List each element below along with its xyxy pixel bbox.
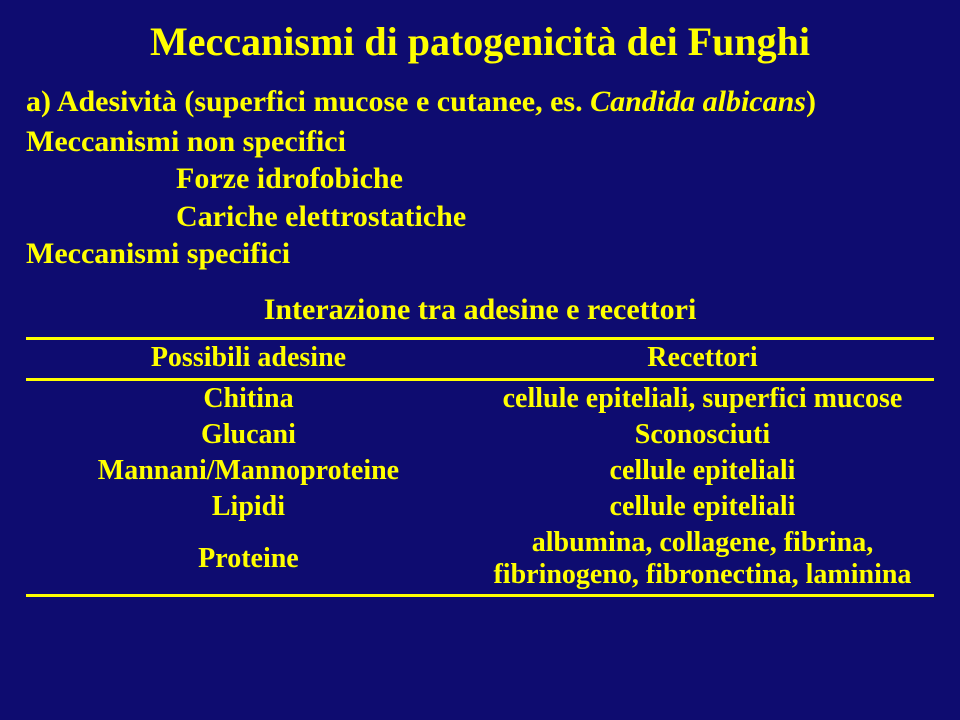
table-row: Proteine albumina, collagene, fibrina, f… xyxy=(26,525,934,595)
table-row: Glucani Sconosciuti xyxy=(26,417,934,453)
intro-paren: (superfici mucose e cutanee, es. xyxy=(184,85,590,118)
table-header-right: Recettori xyxy=(471,338,934,379)
table-cell-left: Proteine xyxy=(26,525,471,595)
table-bottom-rule xyxy=(26,595,934,597)
page-title: Meccanismi di patogenicità dei Funghi xyxy=(26,18,934,65)
table-header-left: Possibili adesine xyxy=(26,338,471,379)
adesine-table: Possibili adesine Recettori Chitina cell… xyxy=(26,337,934,597)
non-specific-heading: Meccanismi non specifici xyxy=(26,123,934,161)
table-row: Mannani/Mannoproteine cellule epiteliali xyxy=(26,453,934,489)
specific-heading: Meccanismi specifici xyxy=(26,235,934,273)
non-specific-item: Cariche elettrostatiche xyxy=(176,198,934,236)
table-cell-right: cellule epiteliali xyxy=(471,489,934,525)
intro-prefix: a) Adesività xyxy=(26,85,184,118)
table-cell-right: cellule epiteliali, superfici mucose xyxy=(471,379,934,417)
table-row: Chitina cellule epiteliali, superfici mu… xyxy=(26,379,934,417)
section-a: a) Adesività (superfici mucose e cutanee… xyxy=(26,83,934,273)
adesivita-intro: a) Adesività (superfici mucose e cutanee… xyxy=(26,83,934,121)
intro-close: ) xyxy=(806,85,816,118)
table-cell-right: Sconosciuti xyxy=(471,417,934,453)
non-specific-item: Forze idrofobiche xyxy=(176,160,934,198)
candida-name: Candida albicans xyxy=(590,85,806,118)
table-row: Lipidi cellule epiteliali xyxy=(26,489,934,525)
table-cell-left: Lipidi xyxy=(26,489,471,525)
table-cell-right: albumina, collagene, fibrina, fibrinogen… xyxy=(471,525,934,595)
table-cell-right: cellule epiteliali xyxy=(471,453,934,489)
table-cell-left: Mannani/Mannoproteine xyxy=(26,453,471,489)
table-header-row: Possibili adesine Recettori xyxy=(26,338,934,379)
table-cell-left: Glucani xyxy=(26,417,471,453)
interaction-heading: Interazione tra adesine e recettori xyxy=(26,293,934,327)
table-cell-left: Chitina xyxy=(26,379,471,417)
